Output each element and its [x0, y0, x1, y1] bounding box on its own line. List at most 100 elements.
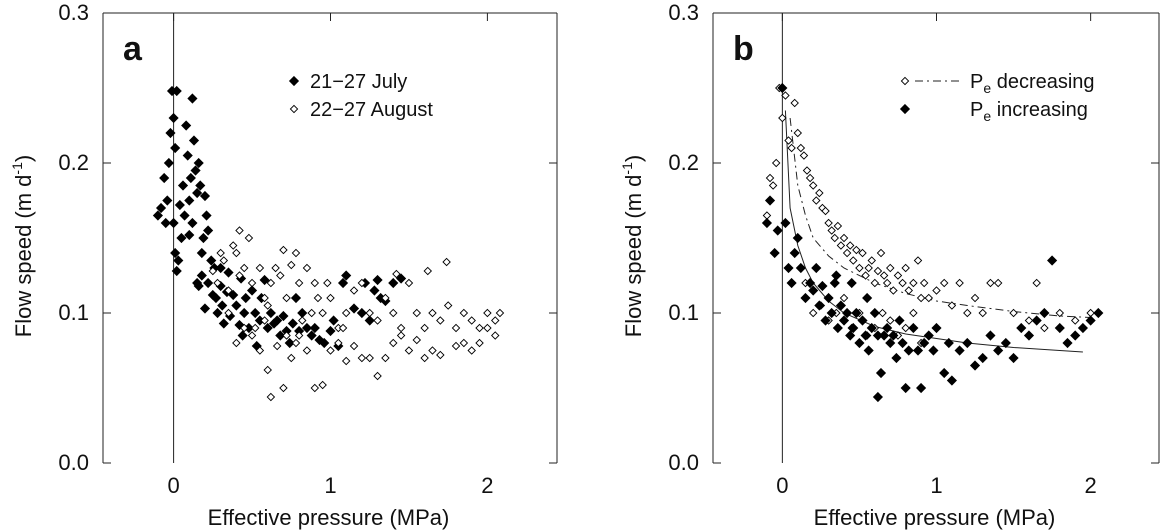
data-point — [260, 293, 269, 303]
data-point — [943, 337, 954, 349]
data-point — [341, 270, 352, 281]
data-point — [1009, 308, 1018, 318]
legend-marker — [900, 76, 910, 86]
y-axis-title: Flow speed (m d-1) — [619, 155, 646, 337]
data-point — [860, 330, 871, 341]
data-point — [239, 323, 249, 333]
data-point — [170, 142, 181, 154]
data-point — [279, 245, 288, 255]
data-point — [184, 195, 195, 206]
data-point — [381, 293, 390, 303]
data-point — [206, 255, 217, 266]
y-tick-label: 0.1 — [668, 300, 699, 325]
data-point — [808, 181, 818, 190]
data-point — [978, 308, 987, 318]
data-point — [428, 346, 437, 355]
data-point — [866, 322, 877, 334]
data-point — [323, 278, 332, 288]
data-point — [467, 316, 476, 325]
panel-letter: b — [733, 30, 754, 68]
data-point — [882, 322, 893, 334]
data-point — [888, 330, 899, 341]
data-point — [1054, 322, 1065, 334]
data-point — [835, 300, 847, 311]
data-point — [309, 322, 320, 334]
data-point — [483, 323, 492, 333]
data-point — [168, 112, 179, 124]
data-point — [155, 202, 167, 214]
data-point — [319, 337, 330, 349]
data-point — [193, 280, 204, 292]
data-point — [1077, 322, 1088, 334]
data-point — [849, 256, 858, 265]
y-axis-title: Flow speed (m d-1) — [9, 155, 36, 337]
data-point — [170, 247, 181, 259]
y-tick-label: 0.0 — [668, 450, 699, 475]
data-point — [893, 271, 903, 280]
panel-b: 0.0 0.1 0.2 0.3 0 1 2 Effective pressure (MPa) F… — [619, 0, 1160, 530]
data-point — [842, 248, 852, 258]
data-point — [396, 323, 406, 333]
data-point — [272, 341, 282, 351]
data-point — [827, 226, 836, 235]
data-point — [255, 263, 265, 273]
data-point — [217, 300, 228, 311]
data-point — [290, 292, 302, 304]
data-point — [970, 293, 980, 303]
data-point — [326, 346, 335, 355]
data-point — [237, 330, 248, 341]
data-point — [215, 262, 226, 274]
data-point — [1093, 307, 1104, 319]
data-point — [1000, 337, 1011, 349]
data-point — [916, 382, 927, 394]
data-point — [404, 346, 414, 355]
data-point — [862, 292, 873, 304]
data-point — [442, 257, 451, 267]
data-point — [1070, 330, 1081, 341]
x-tick-label: 1 — [930, 473, 942, 498]
data-point — [811, 262, 822, 274]
data-point — [876, 248, 886, 258]
data-point — [184, 229, 195, 241]
data-point — [947, 301, 957, 310]
data-point — [986, 278, 995, 288]
data-point — [263, 301, 272, 310]
data-point — [451, 323, 461, 333]
data-point — [232, 248, 241, 258]
data-point — [789, 247, 800, 259]
data-point — [318, 308, 327, 318]
data-point — [159, 172, 170, 184]
data-point — [815, 188, 824, 198]
data-point — [777, 82, 788, 94]
data-point — [301, 322, 313, 334]
data-point — [879, 271, 889, 280]
data-point — [201, 210, 212, 221]
data-point — [240, 292, 251, 304]
data-point — [1085, 315, 1096, 326]
data-point — [848, 322, 859, 334]
data-point — [199, 190, 211, 202]
data-point — [475, 323, 484, 333]
data-point — [833, 221, 843, 231]
data-point — [886, 316, 895, 325]
data-point — [1031, 315, 1042, 326]
data-point — [231, 300, 242, 311]
data-point — [897, 337, 908, 349]
data-point — [338, 323, 348, 333]
data-point — [829, 277, 840, 289]
data-point — [909, 308, 918, 318]
data-point — [193, 157, 204, 169]
data-point — [255, 346, 265, 355]
data-point — [365, 353, 374, 363]
data-point — [963, 308, 972, 318]
data-point — [931, 322, 942, 334]
data-point — [800, 292, 811, 304]
data-point — [459, 338, 469, 348]
data-point — [817, 280, 828, 292]
data-point — [993, 345, 1004, 356]
data-point — [160, 217, 171, 229]
data-point — [420, 323, 429, 333]
data-point — [373, 371, 382, 381]
data-point — [223, 267, 234, 278]
legend-label: Pe decreasing — [970, 71, 1095, 96]
